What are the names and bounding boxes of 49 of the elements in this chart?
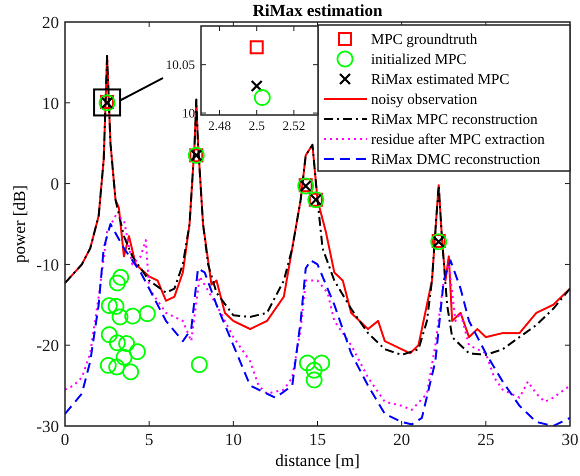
point (250, 40, 264, 54)
point (108, 334, 126, 352)
x-tick-label: 2.5 (248, 118, 265, 133)
x-tick-label: 20 (393, 430, 410, 449)
point (138, 305, 156, 322)
point (128, 343, 146, 360)
y-tick-label: -30 (36, 416, 59, 436)
point (108, 274, 126, 292)
point (299, 354, 316, 372)
y-tick-label: 20 (42, 12, 59, 32)
point (100, 297, 118, 314)
point (112, 268, 130, 286)
x-tick-label: 30 (562, 430, 578, 449)
x-tick-label: 15 (309, 430, 326, 449)
point (306, 372, 323, 388)
legend-label: residue after MPC extraction (371, 132, 546, 148)
x-tick-label: 2.48 (208, 118, 231, 133)
point (100, 357, 117, 374)
x-tick-label: 25 (477, 430, 494, 449)
x-tick-label: 2.52 (282, 118, 306, 133)
legend-label: MPC groundtruth (371, 32, 478, 48)
point (112, 308, 128, 326)
point (306, 362, 323, 379)
point (122, 363, 140, 380)
y-tick-label: -10 (36, 255, 59, 274)
x-tick-label: 5 (144, 430, 154, 449)
y-tick-label: -20 (36, 336, 59, 356)
point (313, 354, 330, 372)
x-tick-label: 10 (224, 430, 242, 449)
point (118, 335, 136, 352)
point (108, 298, 124, 315)
legend-label: RiMax estimated MPC (371, 72, 510, 88)
legend-label: noisy observation (371, 92, 478, 108)
y-tick-label: 10 (42, 94, 59, 113)
y-tick-label: 0 (50, 174, 59, 194)
y-tick-label: 10.05 (166, 57, 195, 72)
y-axis-title: power [dB] (10, 185, 29, 263)
legend-label: RiMax DMC reconstruction (371, 152, 541, 168)
point (108, 358, 126, 376)
chart-title: RiMax estimation (252, 1, 383, 20)
point (100, 326, 118, 344)
point (190, 356, 208, 373)
point (116, 348, 132, 366)
point (250, 80, 263, 92)
legend-label: initialized MPC (371, 52, 466, 68)
point (254, 89, 271, 106)
legend-label: RiMax MPC reconstruction (371, 112, 538, 128)
point (124, 308, 142, 325)
x-axis-title: distance [m] (275, 451, 360, 470)
